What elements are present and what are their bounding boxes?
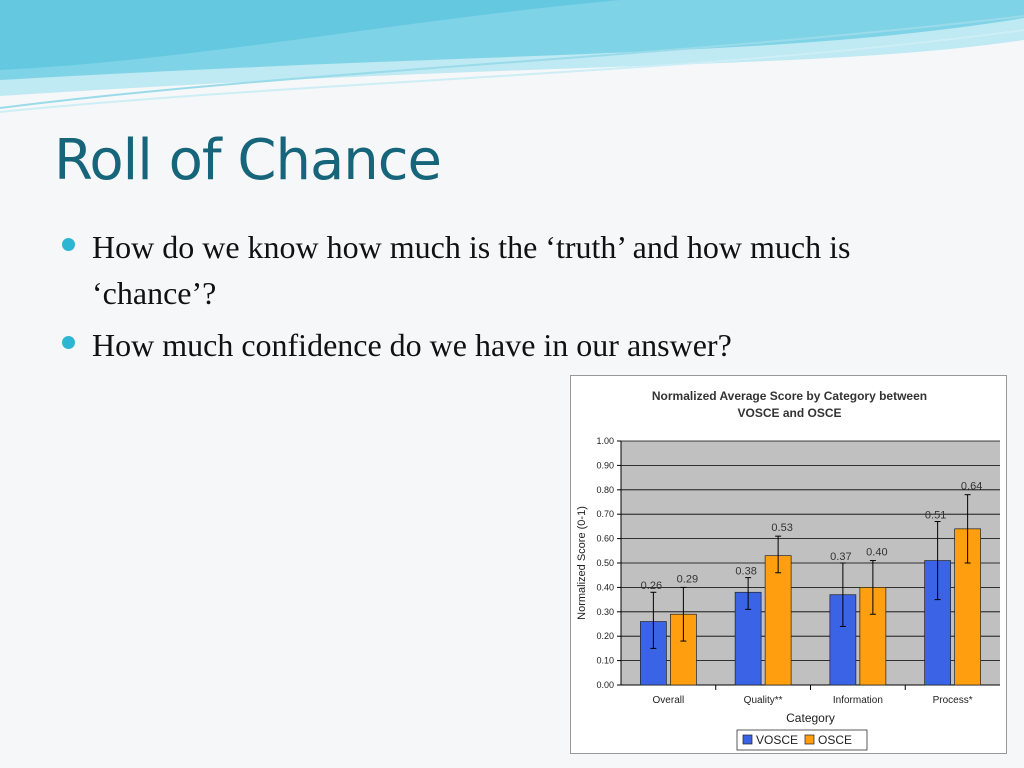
x-axis-title: Category	[786, 711, 835, 725]
chart-canvas: 0.00 0.10 0.20 0.30 0.40 0.50 0.60 0.70 0.80 0.90…	[576, 436, 1000, 751]
data-label: 0.38	[735, 566, 756, 578]
legend-label: VOSCE	[756, 733, 798, 747]
y-tick-label: 0.00	[596, 680, 614, 690]
y-tick-label: 0.60	[596, 534, 614, 544]
y-axis-title: Normalized Score (0-1)	[576, 506, 588, 620]
data-label: 0.37	[830, 551, 851, 563]
bullet-item: How do we know how much is the ‘truth’ a…	[62, 224, 922, 316]
legend-label: OSCE	[818, 733, 852, 747]
chart-title: Normalized Average Score by Category bet…	[651, 389, 928, 420]
y-tick-label: 0.30	[596, 607, 614, 617]
data-label: 0.40	[866, 546, 887, 558]
bullet-text: How do we know how much is the ‘truth’ a…	[92, 229, 851, 311]
data-label: 0.64	[961, 481, 982, 493]
x-tick-label: Process*	[933, 695, 973, 706]
x-tick-label: Information	[833, 695, 883, 706]
y-tick-label: 0.80	[596, 485, 614, 495]
y-tick-label: 0.10	[596, 656, 614, 666]
bar-chart: Normalized Average Score by Category bet…	[570, 375, 1007, 754]
legend-swatch-osce	[804, 734, 815, 745]
y-tick-label: 0.70	[596, 509, 614, 519]
y-tick-label: 0.20	[596, 631, 614, 641]
y-tick-label: 0.50	[596, 558, 614, 568]
data-label: 0.51	[925, 509, 946, 521]
bullet-dot-icon	[62, 336, 75, 349]
header-wave-decoration	[0, 0, 1024, 113]
bullet-list: How do we know how much is the ‘truth’ a…	[62, 224, 922, 374]
legend-box	[736, 729, 868, 751]
y-tick-label: 1.00	[596, 436, 614, 446]
x-tick-label: Quality**	[744, 695, 783, 706]
bullet-item: How much confidence do we have in our an…	[62, 322, 922, 368]
bullet-dot-icon	[62, 238, 75, 251]
y-tick-label: 0.90	[596, 460, 614, 470]
bullet-text: How much confidence do we have in our an…	[92, 327, 732, 363]
data-label: 0.29	[677, 573, 698, 585]
data-label: 0.53	[771, 522, 792, 534]
data-label: 0.26	[641, 580, 662, 592]
x-tick-label: Overall	[653, 695, 685, 706]
y-tick-label: 0.40	[596, 582, 614, 592]
slide-title: Roll of Chance	[54, 128, 442, 193]
bar-osce	[764, 555, 792, 686]
legend-swatch-vosce	[742, 734, 753, 745]
